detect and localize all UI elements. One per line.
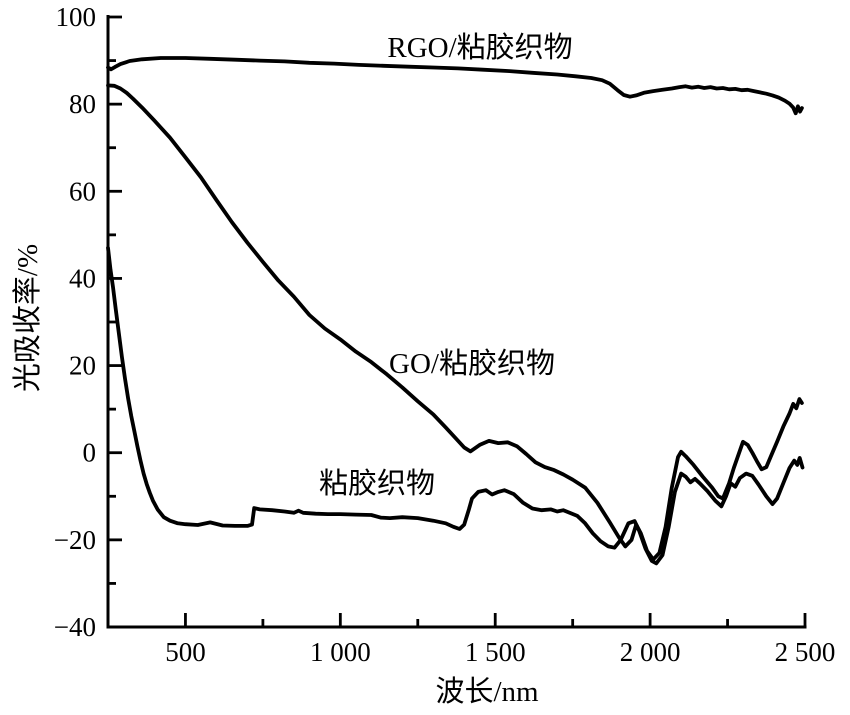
y-axis-title: 光吸收率/% — [12, 243, 44, 393]
x-tick-label: 2 500 — [775, 637, 836, 667]
series-label-rgo-viscose: RGO/粘胶织物 — [387, 32, 573, 64]
y-tick-label: −20 — [54, 525, 96, 555]
y-tick-label: 0 — [83, 438, 97, 468]
y-tick-label: 20 — [69, 351, 96, 381]
x-tick-label: 2 000 — [620, 637, 681, 667]
series-line-viscose — [106, 245, 805, 566]
series-line-rgo_viscose — [106, 56, 804, 116]
y-tick-label: 60 — [69, 176, 96, 206]
series-label-go-viscose: GO/粘胶织物 — [389, 348, 555, 380]
y-tick-label: −40 — [54, 612, 96, 642]
series-label-viscose: 粘胶织物 — [318, 468, 436, 500]
y-tick-label: 100 — [56, 2, 97, 32]
x-tick-label: 1 000 — [310, 637, 371, 667]
series-line-go_viscose — [106, 83, 804, 562]
x-tick-label: 1 500 — [465, 637, 526, 667]
x-axis-title: 波长/nm — [435, 676, 539, 708]
x-tick-label: 500 — [165, 637, 206, 667]
y-tick-label: 80 — [69, 89, 96, 119]
y-tick-label: 40 — [69, 263, 96, 293]
